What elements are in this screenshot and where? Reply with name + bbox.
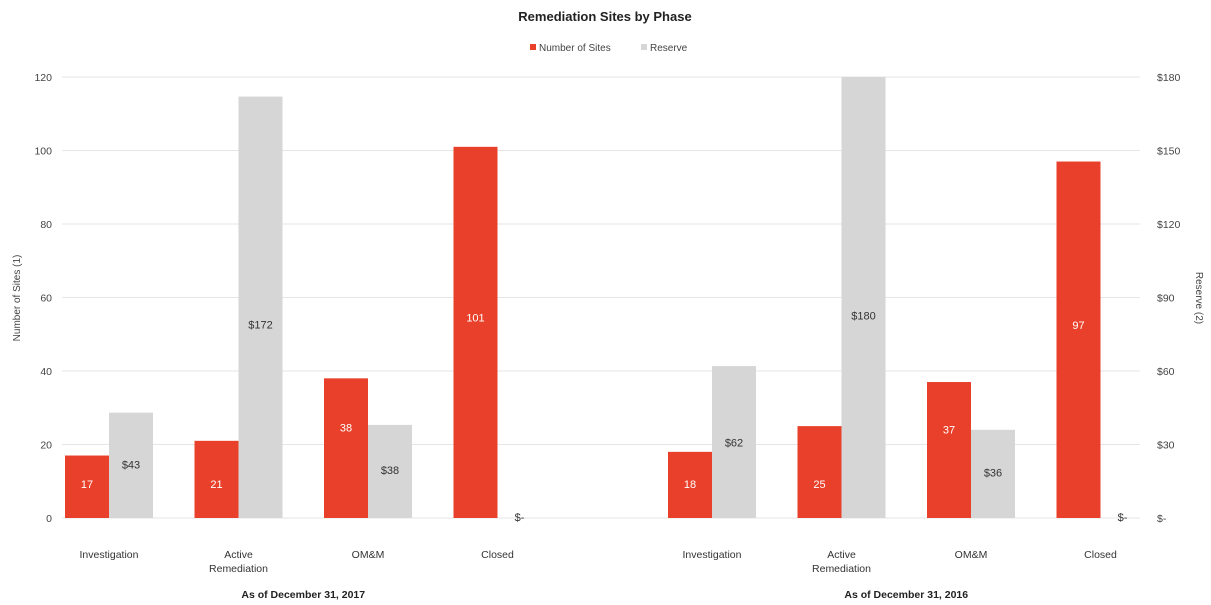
left-axis-title: Number of Sites (1)	[12, 255, 23, 342]
category-labels: Investigation Active Remediation OM&M Closed…	[80, 549, 1117, 575]
left-tick-label: 40	[40, 366, 52, 378]
right-tick-label: $120	[1157, 219, 1181, 231]
legend-swatch-reserve	[641, 44, 647, 50]
group-labels: As of December 31, 2017 As of December 31…	[241, 589, 968, 601]
data-label-reserve: $38	[381, 465, 399, 477]
left-tick-label: 20	[40, 440, 52, 452]
category-label: Investigation	[80, 549, 139, 561]
data-label-sites: 101	[466, 312, 484, 324]
category-label: Closed	[481, 549, 514, 561]
data-label-sites: 25	[813, 479, 825, 491]
data-label-reserve: $-	[515, 512, 525, 524]
bar-number-of-sites	[65, 455, 109, 518]
right-tick-label: $-	[1157, 513, 1167, 525]
right-tick-label: $150	[1157, 146, 1181, 158]
bar-reserve	[712, 366, 756, 518]
bar-labels: 17 $43 21 $172 38 $38 101 $- 18 $62 25 $180 37 $36 97 $…	[81, 311, 1128, 524]
right-tick-label: $60	[1157, 366, 1175, 378]
legend: Number of Sites Reserve	[530, 43, 688, 54]
right-tick-label: $180	[1157, 72, 1181, 84]
data-label-sites: 97	[1072, 320, 1084, 332]
data-label-reserve: $-	[1118, 512, 1128, 524]
bar-reserve	[971, 429, 1015, 518]
data-label-reserve: $43	[122, 459, 140, 471]
left-tick-label: 100	[34, 146, 52, 158]
category-label: Active Remediation	[209, 549, 268, 575]
left-tick-label: 0	[46, 513, 52, 525]
bar-reserve	[109, 412, 153, 518]
data-label-reserve: $172	[248, 319, 272, 331]
group-label: As of December 31, 2017	[241, 589, 365, 601]
bar-number-of-sites	[1056, 161, 1101, 518]
left-tick-label: 120	[34, 72, 52, 84]
data-label-sites: 21	[210, 479, 222, 491]
category-label: Investigation	[683, 549, 742, 561]
data-label-sites: 18	[684, 479, 696, 491]
right-axis-ticks: $- $30 $60 $90 $120 $150 $180	[1157, 72, 1181, 525]
group-label: As of December 31, 2016	[844, 589, 968, 601]
bar-number-of-sites	[324, 378, 368, 518]
bar-number-of-sites	[927, 382, 971, 518]
bar-reserve	[841, 77, 886, 518]
bar-number-of-sites	[668, 451, 712, 518]
category-label: Closed	[1084, 549, 1117, 561]
data-label-reserve: $62	[725, 438, 743, 450]
bar-number-of-sites	[797, 426, 842, 518]
left-tick-label: 60	[40, 293, 52, 305]
chart-title: Remediation Sites by Phase	[518, 9, 691, 24]
left-axis-ticks: 0 20 40 60 80 100 120	[34, 72, 52, 525]
legend-label-sites: Number of Sites	[539, 43, 611, 54]
category-label: OM&M	[352, 549, 385, 561]
category-label: Active Remediation	[812, 549, 871, 575]
bar-reserve	[368, 424, 412, 518]
legend-label-reserve: Reserve	[650, 43, 688, 54]
data-label-sites: 37	[943, 425, 955, 437]
bar-reserve	[238, 96, 283, 518]
category-label: OM&M	[955, 549, 988, 561]
legend-swatch-sites	[530, 44, 536, 50]
data-label-sites: 17	[81, 479, 93, 491]
left-tick-label: 80	[40, 219, 52, 231]
right-axis-title: Reserve (2)	[1193, 272, 1204, 324]
bar-number-of-sites	[194, 440, 239, 518]
data-label-sites: 38	[340, 422, 352, 434]
right-tick-label: $30	[1157, 440, 1175, 452]
data-label-reserve: $36	[984, 468, 1002, 480]
bar-number-of-sites	[453, 146, 498, 518]
data-label-reserve: $180	[851, 311, 875, 323]
bars	[65, 77, 1101, 518]
right-tick-label: $90	[1157, 293, 1175, 305]
